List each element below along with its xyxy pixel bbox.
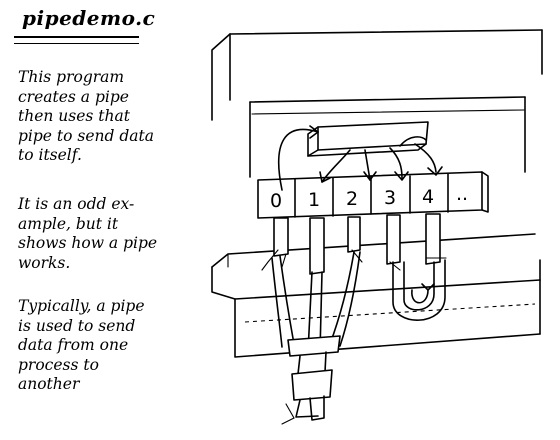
pipe-loop bbox=[392, 257, 447, 321]
text-line: It is an odd ex- bbox=[18, 195, 135, 213]
page-title: pipedemo.c bbox=[22, 6, 156, 30]
program-buffer bbox=[278, 121, 443, 191]
description-paragraph-2: It is an odd ex- ample, but it shows how… bbox=[18, 195, 188, 273]
fd-slot-2: 2 bbox=[346, 188, 358, 210]
text-line: is used to send bbox=[18, 316, 136, 335]
text-line: works. bbox=[18, 253, 71, 272]
pipe-diagram: 0 1 2 3 4 .. bbox=[211, 29, 543, 425]
title-underline bbox=[14, 36, 139, 44]
text-line: another bbox=[18, 375, 80, 393]
fd-slot-4: 4 bbox=[422, 186, 434, 208]
text-line: pipe to send data bbox=[18, 126, 154, 145]
text-line: data from one bbox=[18, 336, 129, 354]
text-line: This program bbox=[18, 68, 125, 86]
fd-slot-0: 0 bbox=[270, 190, 282, 212]
fd-connectors bbox=[261, 213, 441, 275]
io-cables bbox=[271, 251, 361, 425]
text-line: shows how a pipe bbox=[18, 234, 158, 252]
description-paragraph-3: Typically, a pipe is used to send data f… bbox=[18, 297, 188, 395]
process-box bbox=[211, 29, 543, 178]
fd-slot-1: 1 bbox=[308, 189, 320, 211]
fd-slot-more: .. bbox=[456, 183, 468, 205]
text-line: Typically, a pipe bbox=[18, 297, 145, 315]
text-line: process to bbox=[18, 355, 99, 374]
text-line: creates a pipe bbox=[18, 87, 129, 106]
fd-slot-3: 3 bbox=[384, 187, 396, 209]
description-paragraph-1: This program creates a pipe then uses th… bbox=[18, 68, 188, 166]
kernel-shelf bbox=[211, 233, 541, 358]
fd-table: 0 1 2 3 4 .. bbox=[257, 171, 489, 219]
text-line: to itself. bbox=[18, 146, 82, 164]
text-line: ample, but it bbox=[18, 214, 119, 233]
text-line: then uses that bbox=[18, 107, 130, 125]
